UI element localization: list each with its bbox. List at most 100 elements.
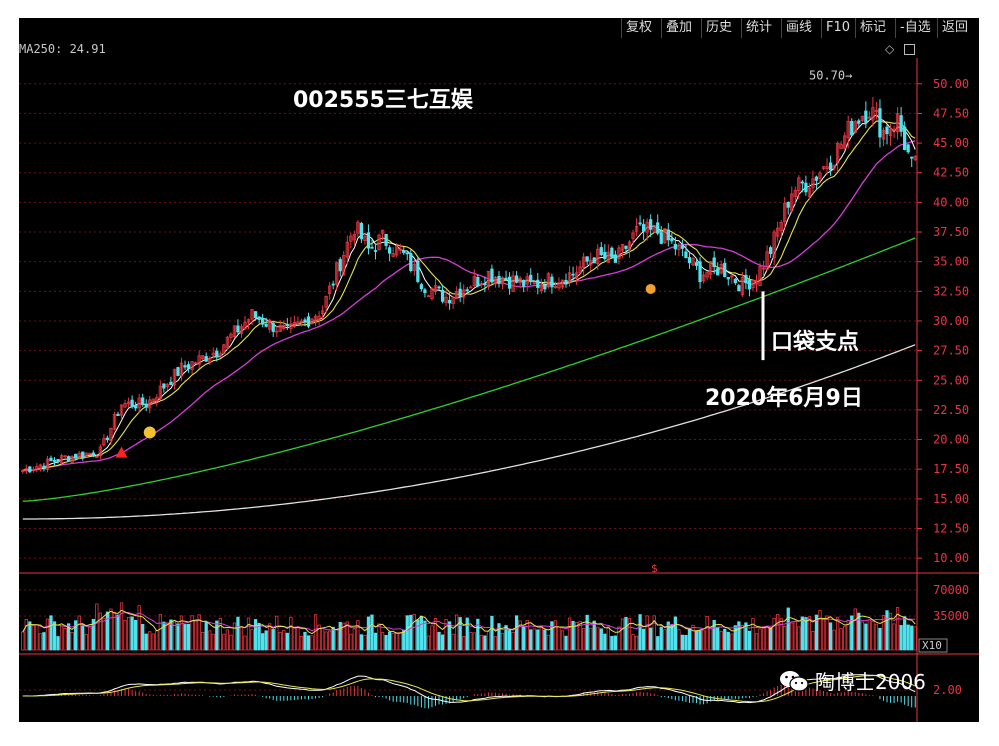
candle-body xyxy=(779,221,783,231)
candle-body xyxy=(201,355,205,360)
candle-body xyxy=(126,401,131,405)
candle-body xyxy=(253,311,258,319)
volume-bar xyxy=(821,618,826,651)
price-tick-label: 10.00 xyxy=(933,551,969,565)
price-tick-label: 30.00 xyxy=(933,314,969,328)
candle-body xyxy=(289,323,293,329)
candle-body xyxy=(123,402,127,408)
volume-bar xyxy=(239,626,244,651)
candle-body xyxy=(709,261,713,275)
candle-body xyxy=(21,470,25,472)
volume-bar xyxy=(768,627,773,651)
volume-bar xyxy=(313,614,318,651)
toolbar-button-2[interactable]: 历史 xyxy=(701,18,736,38)
toolbar-button-8[interactable]: 返回 xyxy=(937,18,972,38)
volume-bar xyxy=(190,615,194,651)
ma250-indicator-label: MA250: 24.91 xyxy=(19,42,106,56)
price-tick-label: 20.00 xyxy=(933,433,969,447)
candle-body xyxy=(740,276,745,296)
candle-body xyxy=(472,275,476,287)
volume-bar xyxy=(303,631,307,651)
volume-bar xyxy=(666,621,670,651)
candle-body xyxy=(342,255,346,276)
volume-bar xyxy=(141,623,145,651)
candle-body xyxy=(204,356,208,362)
volume-bar xyxy=(261,633,265,651)
volume-bar xyxy=(105,611,110,651)
candle-body xyxy=(895,113,900,133)
toolbar-button-0[interactable]: 复权 xyxy=(621,18,656,38)
candle-body xyxy=(232,325,237,337)
candle-body xyxy=(172,369,177,386)
toolbar-button-5[interactable]: F10 xyxy=(821,18,854,38)
candle-body xyxy=(719,263,723,274)
volume-bar xyxy=(398,631,402,651)
volume-bar xyxy=(486,631,491,651)
volume-bar xyxy=(155,630,159,651)
volume-bar xyxy=(807,616,812,651)
volume-bar xyxy=(28,621,32,651)
candle-body xyxy=(910,156,914,159)
candle-body xyxy=(183,365,187,368)
volume-bar xyxy=(705,615,709,651)
ma20-line xyxy=(22,140,916,472)
volume-bar xyxy=(899,625,903,651)
candle-body xyxy=(338,259,342,272)
volume-bar xyxy=(529,629,533,651)
volume-bar xyxy=(416,619,420,651)
candle-body xyxy=(673,244,677,250)
volume-bar xyxy=(310,635,314,651)
candle-body xyxy=(282,325,286,329)
volume-bar xyxy=(627,618,632,651)
candle-body xyxy=(88,452,92,455)
volume-unit-box xyxy=(918,638,948,653)
volume-bar xyxy=(423,620,427,651)
candle-body xyxy=(525,276,529,285)
candle-body xyxy=(264,323,268,327)
candle-body xyxy=(440,289,445,302)
candle-body xyxy=(835,142,840,164)
volume-bar xyxy=(504,625,508,651)
toolbar-button-6[interactable]: 标记 xyxy=(855,18,890,38)
candle-body xyxy=(599,247,603,256)
toolbar-button-4[interactable]: 画线 xyxy=(781,18,816,38)
volume-bar xyxy=(497,623,501,651)
volume-bar xyxy=(81,625,85,651)
volume-bar xyxy=(610,635,614,651)
toolbar-button-3[interactable]: 统计 xyxy=(741,18,776,38)
price-tick-label: 35.00 xyxy=(933,255,969,269)
candle-body xyxy=(363,236,367,241)
diamond-icon[interactable]: ◇ xyxy=(885,42,895,56)
candle-body xyxy=(507,276,512,289)
volume-bar xyxy=(70,631,74,651)
candle-body xyxy=(747,279,752,290)
volume-bar xyxy=(102,618,106,651)
candle-body xyxy=(761,267,766,270)
volume-bar xyxy=(373,632,378,651)
window-icon[interactable] xyxy=(904,44,916,55)
candle-body xyxy=(45,458,50,470)
volume-bar xyxy=(363,634,367,651)
volume-bar xyxy=(835,616,840,651)
candle-body xyxy=(871,107,875,121)
candle-body xyxy=(511,275,515,292)
volume-bar xyxy=(77,615,81,651)
wechat-icon xyxy=(780,670,809,692)
candle-body xyxy=(532,281,536,285)
volume-bar xyxy=(253,619,258,651)
toolbar-button-1[interactable]: 叠加 xyxy=(661,18,696,38)
chart-corner-icons: ◇ xyxy=(885,42,916,56)
candle-body xyxy=(493,276,498,285)
candle-body xyxy=(292,322,297,328)
candle-body xyxy=(606,251,610,263)
candle-body xyxy=(402,250,406,254)
volume-bar xyxy=(126,616,131,651)
candle-body xyxy=(596,248,600,264)
toolbar-button-7[interactable]: -自选 xyxy=(895,18,935,38)
candle-body xyxy=(377,234,381,250)
volume-bar xyxy=(335,629,339,651)
toolbar: 复权 叠加 历史 统计 画线 F10 标记 -自选 返回 xyxy=(19,18,979,38)
volume-bar xyxy=(197,614,201,651)
candle-body xyxy=(222,344,226,354)
candle-body xyxy=(151,398,155,403)
